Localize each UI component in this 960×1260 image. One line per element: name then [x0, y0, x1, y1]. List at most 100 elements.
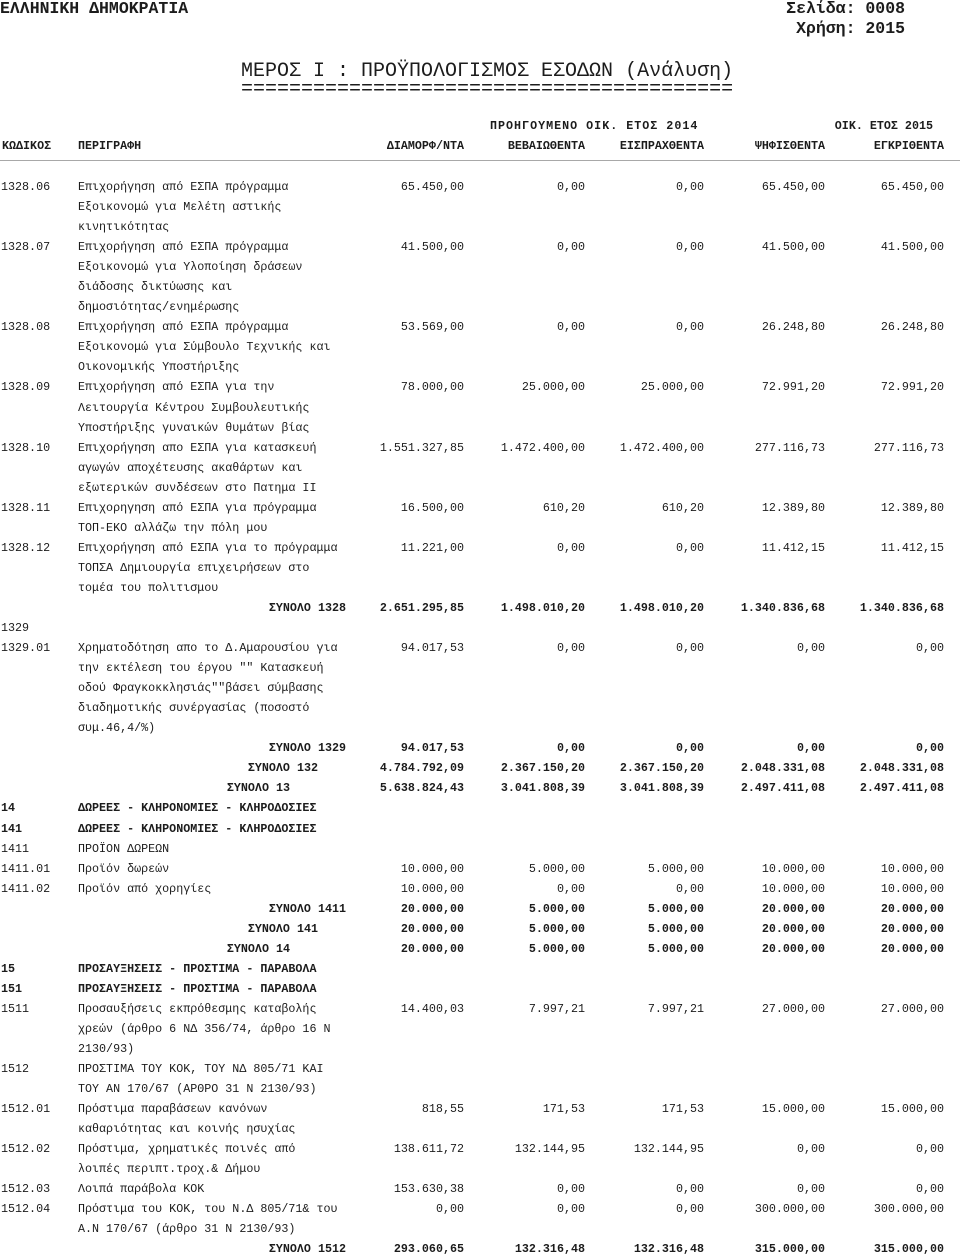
account-code: 1512.02	[1, 1142, 51, 1157]
description-line: διαδημοτικής συνέργασίας (ποσοστό	[78, 701, 310, 716]
value-collected: 171,53	[661, 1102, 704, 1117]
total-value-collected: 3.041.808,39	[619, 781, 704, 796]
value-approved: 277.116,73	[873, 440, 944, 455]
description-line: Επιχορήγηση από ΕΣΠΑ πρόγραμμα	[78, 320, 289, 335]
account-code: 1328.11	[1, 500, 51, 515]
account-code: 1512.01	[1, 1102, 51, 1117]
row-line: κινητικότητας	[0, 217, 960, 237]
account-code: 1328.09	[1, 380, 51, 395]
account-code: 1512	[1, 1062, 30, 1077]
total-value-certified: 5.000,00	[528, 921, 585, 936]
row-line: Λειτουργία Κέντρου Συμβουλευτικής	[0, 398, 960, 418]
description-line: Προϊόν δωρεών	[78, 861, 170, 876]
total-label: ΣΥΝΟΛΟ 14	[226, 941, 290, 956]
description-line: αγωγών αποχέτευσης ακαθάρτων και	[78, 460, 303, 475]
value-collected: 610,20	[661, 500, 704, 515]
row-line: διάδοσης δικτύωσης και	[0, 277, 960, 297]
value-certified: 5.000,00	[528, 861, 585, 876]
column-header-approved: ΕΓΚΡΙΘΕΝΤΑ	[873, 139, 944, 153]
total-row: ΣΥΝΟΛΟ 1411 20.000,00 5.000,00 5.000,00 20.0…	[0, 899, 960, 919]
description-line: χρεών (άρθρο 6 ΝΔ 356/74, άρθρο 16 Ν	[78, 1021, 331, 1036]
value-collected: 0,00	[675, 1202, 704, 1217]
section-heading-row: 151 ΠΡΟΣΑΥΞΗΣΕΙΣ - ΠΡΟΣΤΙΜΑ - ΠΑΡΑΒΟΛΑ	[0, 979, 960, 999]
account-code: 1328.06	[1, 180, 51, 194]
total-value-collected: 5.000,00	[647, 901, 704, 916]
total-value-voted: 20.000,00	[761, 921, 825, 936]
total-value-formed: 20.000,00	[400, 921, 464, 936]
row-line: 141 ΔΩΡΕΕΣ - ΚΛΗΡΟΝΟΜΙΕΣ - ΚΛΗΡΟΔΟΣΙΕΣ	[0, 819, 960, 839]
row-line: 15 ΠΡΟΣΑΥΞΗΣΕΙΣ - ΠΡΟΣΤΙΜΑ - ΠΑΡΑΒΟΛΑ	[0, 959, 960, 979]
row-line: 2130/93)	[0, 1039, 960, 1059]
row-line: 1411.01 10.000,00 5.000,00 5.000,00 10.000,0…	[0, 859, 960, 879]
total-value-collected: 2.367.150,20	[619, 761, 704, 776]
budget-item-row: 1512.04 0,00 0,00 0,00 300.000,00 300.000,00 Π…	[0, 1199, 960, 1239]
budget-item-row: 1512.02 138.611,72 132.144,95 132.144,95 0,0…	[0, 1139, 960, 1179]
page-number: Σελίδα: 0008	[786, 0, 905, 18]
row-line: αγωγών αποχέτευσης ακαθάρτων και	[0, 458, 960, 478]
header-separator	[0, 160, 960, 161]
total-value-collected: 5.000,00	[647, 941, 704, 956]
budget-item-row: 1411.01 10.000,00 5.000,00 5.000,00 10.000,0…	[0, 859, 960, 879]
account-group-row: 1512 ΠΡΟΣΤΙΜΑ ΤΟΥ ΚΟΚ, ΤΟΥ ΝΔ 805/71 ΚΑΙ Τ…	[0, 1059, 960, 1099]
total-label: ΣΥΝΟΛΟ 1512	[268, 1242, 346, 1257]
value-collected: 132.144,95	[633, 1142, 704, 1157]
budget-item-row: 1328.10 1.551.327,85 1.472.400,00 1.472.400…	[0, 438, 960, 498]
total-value-voted: 20.000,00	[761, 941, 825, 956]
value-voted: 10.000,00	[761, 861, 825, 876]
total-row: ΣΥΝΟΛΟ 13 5.638.824,43 3.041.808,39 3.041.8…	[0, 778, 960, 798]
value-certified: 0,00	[556, 180, 585, 194]
total-value-collected: 0,00	[675, 741, 704, 756]
value-approved: 0,00	[915, 641, 944, 656]
row-line: εξωτερικών συνδέσεων στο Πατημα ΙΙ	[0, 478, 960, 498]
total-value-formed: 5.638.824,43	[379, 781, 464, 796]
budget-item-row: 1328.07 41.500,00 0,00 0,00 41.500,00 41.500,…	[0, 237, 960, 317]
column-header-description: ΠΕΡΙΓΡΑΦΗ	[78, 139, 142, 153]
description-line: Χρηματοδότηση απο το Δ.Αμαρουσίου για	[78, 641, 338, 656]
current-year-header: ΟΙΚ. ΕΤΟΣ 2015	[834, 119, 933, 133]
row-line: την εκτέλεση του έργου "" Κατασκευή	[0, 658, 960, 678]
description-line: Προσαυξήσεις εκπρόθεσμης καταβολής	[78, 1001, 317, 1016]
value-formed: 94.017,53	[400, 641, 464, 656]
section-heading-row: 141 ΔΩΡΕΕΣ - ΚΛΗΡΟΝΟΜΙΕΣ - ΚΛΗΡΟΔΟΣΙΕΣ	[0, 819, 960, 839]
description-line: ΤΟΠΣΑ Δημιουργία επιχειρήσεων στο	[78, 560, 310, 575]
total-value-certified: 5.000,00	[528, 941, 585, 956]
value-collected: 0,00	[675, 1182, 704, 1197]
total-value-approved: 20.000,00	[880, 921, 944, 936]
row-line: 1329.01 94.017,53 0,00 0,00 0,00 0,00 Χρηματοδ…	[0, 638, 960, 658]
description-line: Υποστήριξης γυναικών θυμάτων βίας	[78, 420, 310, 435]
total-value-voted: 0,00	[796, 741, 825, 756]
description-line: ΔΩΡΕΕΣ - ΚΛΗΡΟΝΟΜΙΕΣ - ΚΛΗΡΟΔΟΣΙΕΣ	[78, 821, 317, 836]
value-collected: 0,00	[675, 881, 704, 896]
row-line: οδού Φραγκοκκλησιάς""βάσει σύμβασης	[0, 678, 960, 698]
value-collected: 7.997,21	[647, 1001, 704, 1016]
value-certified: 610,20	[542, 500, 585, 515]
value-certified: 0,00	[556, 1182, 585, 1197]
value-voted: 41.500,00	[761, 240, 825, 255]
account-code: 1329	[1, 621, 30, 636]
total-value-approved: 0,00	[915, 741, 944, 756]
value-voted: 0,00	[796, 641, 825, 656]
description-line: Λοιπά παράβολα ΚΟΚ	[78, 1182, 205, 1197]
value-certified: 132.144,95	[514, 1142, 585, 1157]
total-value-approved: 2.048.331,08	[859, 761, 944, 776]
row-line: 1328.06 65.450,00 0,00 0,00 65.450,00 65.450,…	[0, 177, 960, 197]
total-value-collected: 132.316,48	[633, 1242, 704, 1257]
row-line: 14 ΔΩΡΕΕΣ - ΚΛΗΡΟΝΟΜΙΕΣ - ΚΛΗΡΟΔΟΣΙΕΣ	[0, 798, 960, 818]
value-collected: 5.000,00	[647, 861, 704, 876]
value-approved: 11.412,15	[880, 540, 944, 555]
row-line: 1512.04 0,00 0,00 0,00 300.000,00 300.000,00 Π…	[0, 1199, 960, 1219]
value-formed: 10.000,00	[400, 881, 464, 896]
total-value-approved: 20.000,00	[880, 901, 944, 916]
row-line: ΤΟΠΣΑ Δημιουργία επιχειρήσεων στο	[0, 558, 960, 578]
column-header-code: ΚΩΔΙΚΟΣ	[2, 139, 52, 153]
description-line: ΔΩΡΕΕΣ - ΚΛΗΡΟΝΟΜΙΕΣ - ΚΛΗΡΟΔΟΣΙΕΣ	[78, 801, 317, 816]
account-code: 141	[1, 821, 23, 836]
account-code: 1328.08	[1, 320, 51, 335]
total-row: ΣΥΝΟΛΟ 1328 2.651.295,85 1.498.010,20 1.498…	[0, 598, 960, 618]
description-line: δημοσιότητας/ενημέρωσης	[78, 300, 240, 315]
total-value-voted: 2.497.411,08	[740, 781, 825, 796]
budget-table: 1328.06 65.450,00 0,00 0,00 65.450,00 65.450,…	[0, 177, 960, 1260]
total-label: ΣΥΝΟΛΟ 132	[247, 761, 318, 776]
section-heading-row: 14 ΔΩΡΕΕΣ - ΚΛΗΡΟΝΟΜΙΕΣ - ΚΛΗΡΟΔΟΣΙΕΣ	[0, 798, 960, 818]
account-group-row: 1411 ΠΡΟΪΟΝ ΔΩΡΕΩΝ	[0, 839, 960, 859]
